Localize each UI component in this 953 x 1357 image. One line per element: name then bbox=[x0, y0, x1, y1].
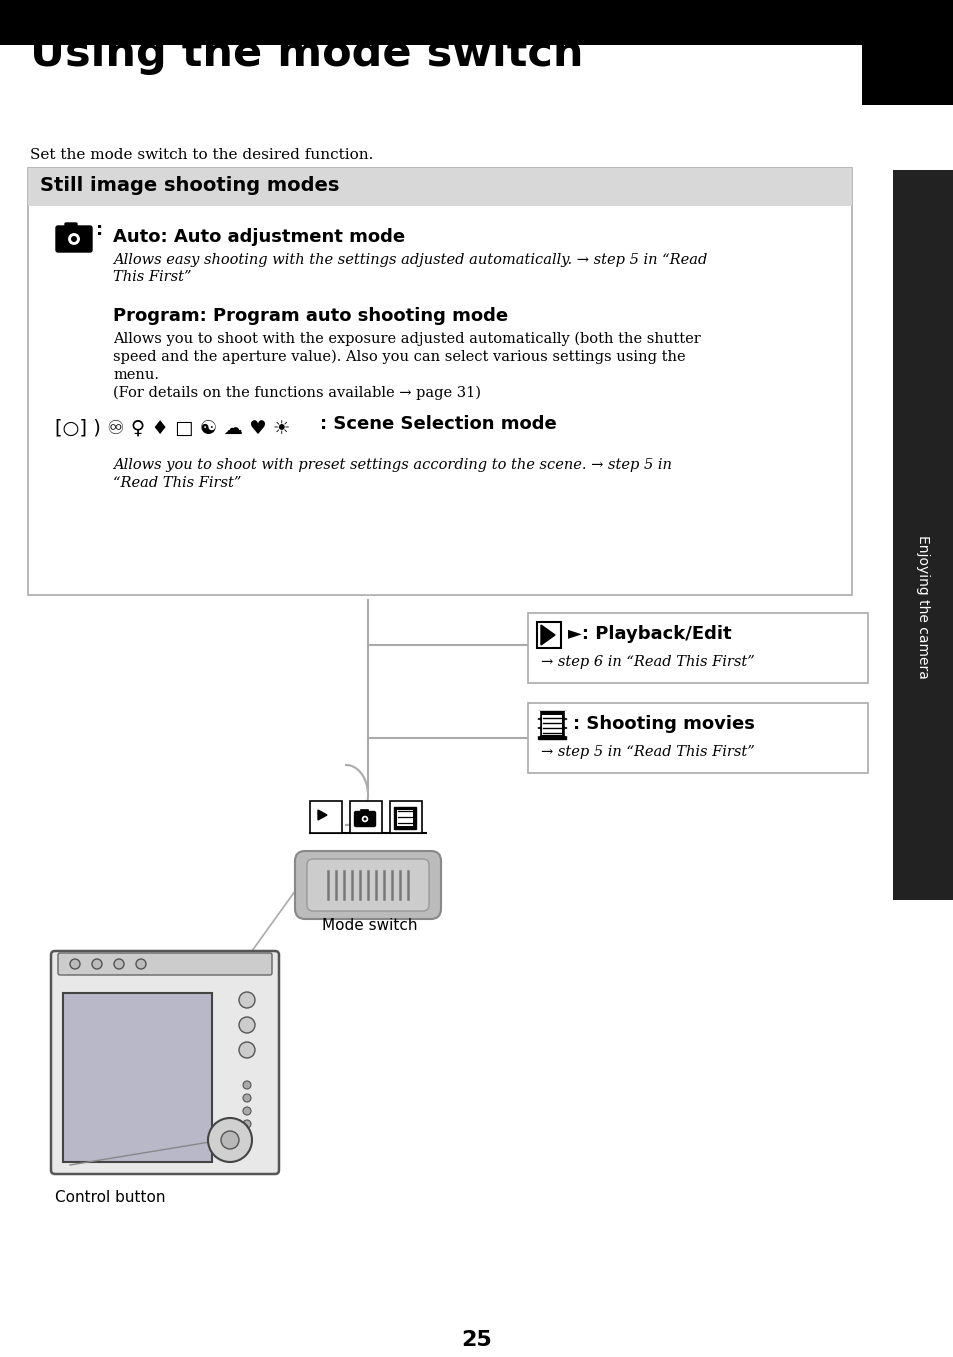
FancyBboxPatch shape bbox=[527, 703, 867, 773]
Text: : Scene Selection mode: : Scene Selection mode bbox=[319, 415, 557, 433]
Text: → step 5 in “Read This First”: → step 5 in “Read This First” bbox=[540, 745, 754, 759]
Text: menu.: menu. bbox=[112, 368, 159, 383]
Text: ►: Playback/Edit: ►: Playback/Edit bbox=[567, 626, 731, 643]
FancyBboxPatch shape bbox=[535, 729, 538, 735]
FancyBboxPatch shape bbox=[28, 168, 851, 594]
Polygon shape bbox=[317, 810, 327, 820]
FancyBboxPatch shape bbox=[535, 721, 538, 726]
Circle shape bbox=[136, 959, 146, 969]
Text: Control button: Control button bbox=[55, 1190, 165, 1205]
Text: Using the mode switch: Using the mode switch bbox=[30, 33, 583, 75]
FancyBboxPatch shape bbox=[892, 170, 953, 900]
FancyBboxPatch shape bbox=[350, 801, 381, 833]
FancyBboxPatch shape bbox=[535, 711, 538, 716]
Circle shape bbox=[239, 1042, 254, 1058]
Circle shape bbox=[243, 1120, 251, 1128]
Circle shape bbox=[113, 959, 124, 969]
Text: 25: 25 bbox=[461, 1330, 492, 1350]
Text: : Shooting movies: : Shooting movies bbox=[573, 715, 754, 733]
FancyBboxPatch shape bbox=[564, 711, 568, 716]
FancyBboxPatch shape bbox=[56, 227, 91, 252]
FancyBboxPatch shape bbox=[0, 0, 953, 45]
FancyBboxPatch shape bbox=[58, 953, 272, 974]
Text: Allows easy shooting with the settings adjusted automatically. → step 5 in “Read: Allows easy shooting with the settings a… bbox=[112, 252, 706, 267]
Circle shape bbox=[71, 236, 77, 242]
Circle shape bbox=[243, 1107, 251, 1115]
Text: This First”: This First” bbox=[112, 270, 192, 284]
FancyBboxPatch shape bbox=[63, 993, 212, 1162]
Text: Still image shooting modes: Still image shooting modes bbox=[40, 176, 339, 195]
FancyBboxPatch shape bbox=[564, 729, 568, 735]
FancyBboxPatch shape bbox=[396, 810, 413, 826]
Circle shape bbox=[221, 1130, 239, 1149]
Text: Mode switch: Mode switch bbox=[322, 917, 417, 934]
FancyBboxPatch shape bbox=[307, 859, 429, 911]
FancyBboxPatch shape bbox=[390, 801, 421, 833]
FancyBboxPatch shape bbox=[537, 711, 565, 740]
FancyBboxPatch shape bbox=[564, 721, 568, 726]
FancyBboxPatch shape bbox=[355, 811, 375, 826]
Circle shape bbox=[363, 817, 366, 821]
Text: Set the mode switch to the desired function.: Set the mode switch to the desired funct… bbox=[30, 148, 373, 161]
Text: Allows you to shoot with preset settings according to the scene. → step 5 in: Allows you to shoot with preset settings… bbox=[112, 459, 671, 472]
Circle shape bbox=[70, 959, 80, 969]
FancyBboxPatch shape bbox=[51, 951, 278, 1174]
Text: Allows you to shoot with the exposure adjusted automatically (both the shutter: Allows you to shoot with the exposure ad… bbox=[112, 332, 700, 346]
Text: :: : bbox=[96, 221, 103, 239]
Text: (For details on the functions available → page 31): (For details on the functions available … bbox=[112, 385, 480, 400]
Circle shape bbox=[243, 1133, 251, 1141]
FancyBboxPatch shape bbox=[294, 851, 440, 919]
FancyBboxPatch shape bbox=[65, 223, 77, 229]
Circle shape bbox=[91, 959, 102, 969]
Circle shape bbox=[243, 1094, 251, 1102]
FancyBboxPatch shape bbox=[28, 168, 851, 206]
Text: Enjoying the camera: Enjoying the camera bbox=[915, 535, 929, 678]
FancyBboxPatch shape bbox=[541, 715, 561, 735]
FancyBboxPatch shape bbox=[394, 807, 416, 829]
FancyBboxPatch shape bbox=[310, 801, 341, 833]
Text: “Read This First”: “Read This First” bbox=[112, 476, 241, 490]
FancyBboxPatch shape bbox=[360, 810, 368, 814]
FancyBboxPatch shape bbox=[862, 0, 953, 104]
Text: [○] ) ♾ ♀ ♦ □ ☯ ☁ ♥ ☀: [○] ) ♾ ♀ ♦ □ ☯ ☁ ♥ ☀ bbox=[55, 418, 291, 437]
Text: Auto: Auto adjustment mode: Auto: Auto adjustment mode bbox=[112, 228, 405, 246]
Text: Program: Program auto shooting mode: Program: Program auto shooting mode bbox=[112, 307, 508, 324]
Circle shape bbox=[67, 232, 81, 246]
Circle shape bbox=[239, 1016, 254, 1033]
Polygon shape bbox=[540, 626, 555, 645]
Text: → step 6 in “Read This First”: → step 6 in “Read This First” bbox=[540, 655, 754, 669]
Circle shape bbox=[239, 992, 254, 1008]
Circle shape bbox=[243, 1082, 251, 1090]
FancyBboxPatch shape bbox=[527, 613, 867, 683]
Circle shape bbox=[360, 816, 369, 822]
Circle shape bbox=[208, 1118, 252, 1162]
Text: speed and the aperture value). Also you can select various settings using the: speed and the aperture value). Also you … bbox=[112, 350, 685, 365]
